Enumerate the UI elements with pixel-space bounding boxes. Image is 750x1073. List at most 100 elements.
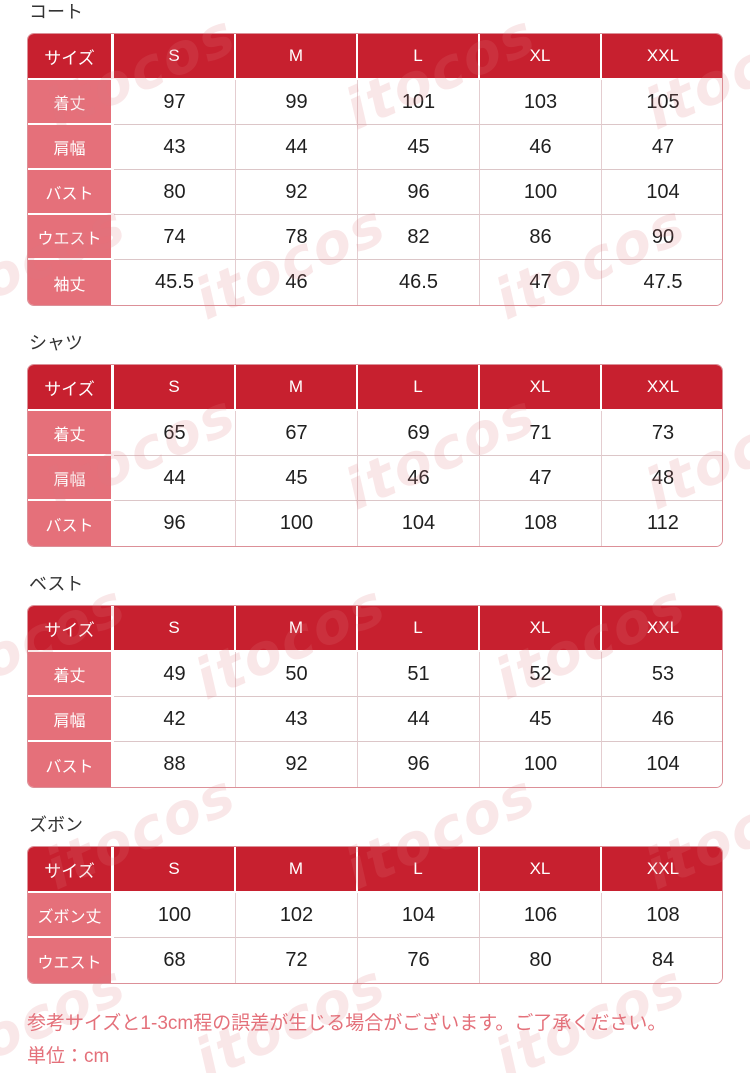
size-value-cell: 76: [358, 938, 480, 983]
table-row: バスト 88 92 96 100 104: [28, 742, 722, 787]
size-column-header: M: [236, 606, 358, 652]
vest-size-section: ベスト サイズ S M L XL XXL 着丈 49 50 51: [27, 574, 723, 788]
size-value-cell: 103: [480, 80, 602, 125]
size-value-cell: 100: [480, 170, 602, 215]
size-value-cell: 92: [236, 742, 358, 787]
row-label: 着丈: [28, 411, 114, 456]
table-row: 袖丈 45.5 46 46.5 47 47.5: [28, 260, 722, 305]
size-value-cell: 96: [358, 170, 480, 215]
size-column-header: L: [358, 365, 480, 411]
size-value-cell: 73: [602, 411, 722, 456]
row-label: 着丈: [28, 652, 114, 697]
size-header-cell: サイズ: [28, 365, 114, 411]
row-label: 肩幅: [28, 456, 114, 501]
table-row: 着丈 65 67 69 71 73: [28, 411, 722, 456]
size-value-cell: 92: [236, 170, 358, 215]
size-value-cell: 43: [236, 697, 358, 742]
size-value-cell: 97: [114, 80, 236, 125]
size-value-cell: 90: [602, 215, 722, 260]
size-value-cell: 67: [236, 411, 358, 456]
size-value-cell: 45: [358, 125, 480, 170]
size-column-header: XL: [480, 365, 602, 411]
size-value-cell: 86: [480, 215, 602, 260]
size-column-header: S: [114, 34, 236, 80]
size-value-cell: 50: [236, 652, 358, 697]
size-value-cell: 45: [480, 697, 602, 742]
size-column-header: L: [358, 606, 480, 652]
size-value-cell: 100: [480, 742, 602, 787]
size-value-cell: 101: [358, 80, 480, 125]
size-column-header: L: [358, 847, 480, 893]
row-label: 着丈: [28, 80, 114, 125]
table-row: ズボン丈 100 102 104 106 108: [28, 893, 722, 938]
size-value-cell: 96: [358, 742, 480, 787]
size-value-cell: 74: [114, 215, 236, 260]
pants-table-title: ズボン: [29, 815, 83, 835]
size-column-header: M: [236, 365, 358, 411]
table-row: バスト 96 100 104 108 112: [28, 501, 722, 546]
size-value-cell: 104: [602, 742, 722, 787]
size-column-header: XXL: [602, 34, 722, 80]
size-value-cell: 48: [602, 456, 722, 501]
header-row: サイズ S M L XL XXL: [28, 365, 722, 411]
size-value-cell: 104: [602, 170, 722, 215]
size-header-cell: サイズ: [28, 606, 114, 652]
vest-table-title: ベスト: [29, 574, 84, 594]
size-value-cell: 96: [114, 501, 236, 546]
size-value-cell: 42: [114, 697, 236, 742]
row-label: 肩幅: [28, 125, 114, 170]
size-value-cell: 65: [114, 411, 236, 456]
row-label: 袖丈: [28, 260, 114, 305]
row-label: ウエスト: [28, 938, 114, 983]
size-value-cell: 80: [114, 170, 236, 215]
coat-size-table: サイズ S M L XL XXL 着丈 97 99 101 103 105: [27, 33, 723, 306]
size-value-cell: 82: [358, 215, 480, 260]
tolerance-note: 参考サイズと1-3cm程の誤差が生じる場合がございます。ご了承ください。: [27, 1013, 667, 1034]
size-value-cell: 45.5: [114, 260, 236, 305]
size-value-cell: 78: [236, 215, 358, 260]
size-value-cell: 105: [602, 80, 722, 125]
size-value-cell: 80: [480, 938, 602, 983]
size-value-cell: 46: [236, 260, 358, 305]
size-value-cell: 46: [358, 456, 480, 501]
size-header-cell: サイズ: [28, 34, 114, 80]
size-column-header: XL: [480, 34, 602, 80]
size-value-cell: 104: [358, 893, 480, 938]
size-column-header: XL: [480, 847, 602, 893]
size-column-header: XXL: [602, 365, 722, 411]
size-value-cell: 49: [114, 652, 236, 697]
size-value-cell: 51: [358, 652, 480, 697]
row-label: バスト: [28, 501, 114, 546]
shirt-size-section: シャツ サイズ S M L XL XXL 着丈 65 67 69: [27, 333, 723, 547]
size-value-cell: 100: [114, 893, 236, 938]
size-column-header: XXL: [602, 847, 722, 893]
size-value-cell: 88: [114, 742, 236, 787]
table-row: 肩幅 44 45 46 47 48: [28, 456, 722, 501]
table-row: 肩幅 43 44 45 46 47: [28, 125, 722, 170]
size-value-cell: 52: [480, 652, 602, 697]
size-value-cell: 44: [236, 125, 358, 170]
coat-size-section: コート サイズ S M L XL XXL 着丈 97 99 101: [27, 2, 723, 306]
size-value-cell: 112: [602, 501, 722, 546]
size-column-header: XXL: [602, 606, 722, 652]
size-value-cell: 106: [480, 893, 602, 938]
table-row: 肩幅 42 43 44 45 46: [28, 697, 722, 742]
size-column-header: S: [114, 365, 236, 411]
row-label: 肩幅: [28, 697, 114, 742]
pants-size-table: サイズ S M L XL XXL ズボン丈 100 102 104 106 10…: [27, 846, 723, 984]
size-value-cell: 47: [480, 260, 602, 305]
size-value-cell: 102: [236, 893, 358, 938]
shirt-size-table: サイズ S M L XL XXL 着丈 65 67 69 71 73: [27, 364, 723, 547]
size-column-header: L: [358, 34, 480, 80]
table-row: 着丈 97 99 101 103 105: [28, 80, 722, 125]
size-value-cell: 47: [480, 456, 602, 501]
size-value-cell: 84: [602, 938, 722, 983]
size-value-cell: 46: [602, 697, 722, 742]
size-value-cell: 53: [602, 652, 722, 697]
size-value-cell: 100: [236, 501, 358, 546]
size-column-header: S: [114, 847, 236, 893]
size-value-cell: 43: [114, 125, 236, 170]
row-label: ウエスト: [28, 215, 114, 260]
size-value-cell: 47: [602, 125, 722, 170]
